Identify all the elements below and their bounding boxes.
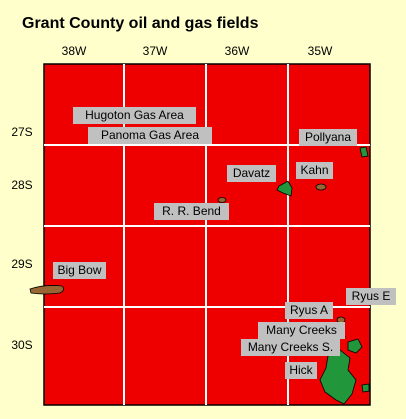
field-label-box xyxy=(53,262,106,279)
column-label: 35W xyxy=(308,44,333,58)
column-label: 37W xyxy=(143,44,168,58)
field-label-box xyxy=(346,288,396,305)
field-label: Ryus A xyxy=(290,303,328,317)
field-label: Davatz xyxy=(233,166,270,180)
row-label: 27S xyxy=(11,125,32,139)
field-label-box xyxy=(285,362,317,379)
field-label: Many Creeks S. xyxy=(248,340,333,354)
row-label: 28S xyxy=(11,178,32,192)
field-label: Many Creeks xyxy=(266,323,337,337)
field-label: R. R. Bend xyxy=(162,204,221,218)
field-label: Panoma Gas Area xyxy=(101,128,199,142)
field-label-box xyxy=(154,203,229,220)
column-label: 38W xyxy=(62,44,87,58)
field-label-box xyxy=(88,127,212,144)
map-title: Grant County oil and gas fields xyxy=(22,15,259,32)
field-label: Ryus E xyxy=(352,289,391,303)
field-label-box xyxy=(258,322,345,339)
row-label: 29S xyxy=(11,257,32,271)
field-label: Big Bow xyxy=(57,263,101,277)
field-label-box xyxy=(285,302,333,319)
field-shapes xyxy=(29,146,370,405)
field-label-box xyxy=(296,162,333,179)
row-label: 30S xyxy=(11,338,32,352)
field-label: Hugoton Gas Area xyxy=(85,108,184,122)
field-label-box xyxy=(299,129,357,146)
field-label-box xyxy=(241,339,340,356)
field-label-box xyxy=(227,165,276,182)
field-label: Hick xyxy=(289,363,313,377)
field-label: Kahn xyxy=(300,163,328,177)
field-label-box xyxy=(73,107,196,124)
labels: 38W 37W 36W 35W 27S 28S 29S 30S Hugoton Gas Area… xyxy=(11,44,396,379)
field-label: Pollyana xyxy=(305,130,351,144)
column-label: 36W xyxy=(225,44,250,58)
